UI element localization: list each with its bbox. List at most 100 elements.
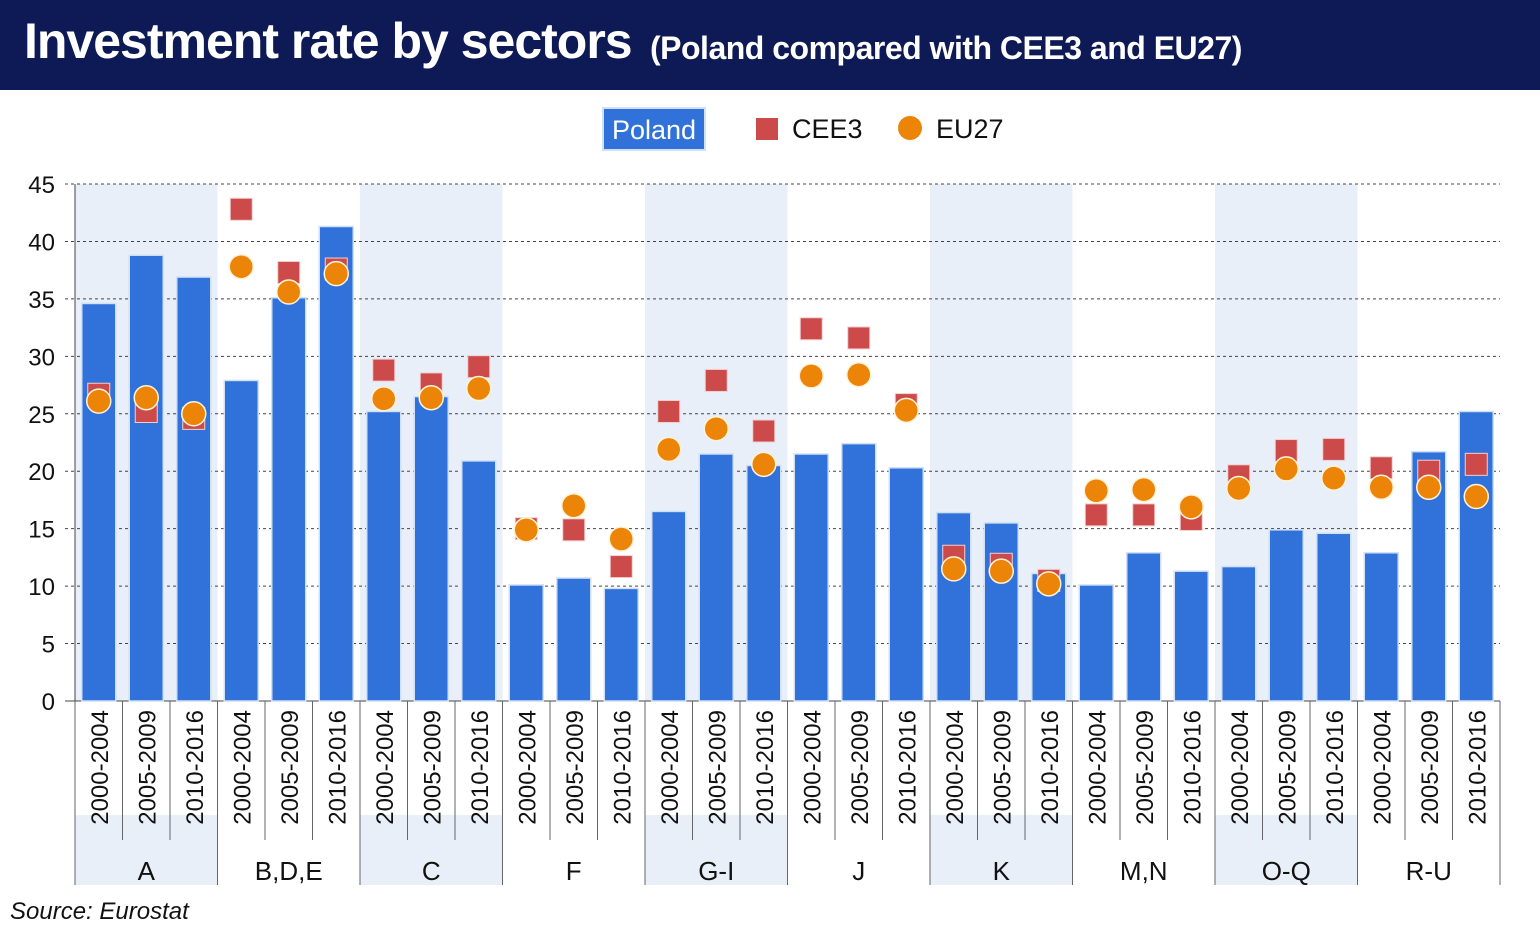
marker-cee3	[562, 518, 586, 542]
x-tick-label: 2000-2004	[372, 710, 399, 825]
bar-poland	[698, 453, 734, 702]
marker-eu27	[751, 451, 777, 478]
x-tick-label: 2000-2004	[1084, 710, 1111, 825]
marker-eu27	[466, 375, 492, 402]
marker-eu27	[513, 517, 539, 543]
x-tick-label: 2000-2004	[942, 710, 969, 825]
legend-poland-label: Poland	[612, 115, 696, 145]
bar-poland	[223, 379, 259, 702]
y-tick-label: 15	[28, 517, 55, 544]
x-tick-label: 2010-2016	[1037, 710, 1064, 825]
marker-cee3	[657, 399, 681, 423]
marker-eu27	[323, 260, 349, 287]
marker-eu27	[418, 384, 444, 411]
group-label-band	[645, 815, 788, 885]
group-label: J	[852, 856, 865, 886]
bar-poland	[746, 464, 782, 702]
bar-poland	[651, 510, 687, 702]
marker-eu27	[371, 386, 397, 412]
group-label-band	[930, 815, 1073, 885]
bar-poland	[81, 302, 117, 702]
group-label: F	[566, 856, 582, 886]
chart-title: Investment rate by sectors	[24, 13, 633, 69]
x-tick-label: 2010-2016	[182, 710, 209, 825]
x-tick-label: 2005-2009	[1417, 710, 1444, 825]
x-tick-label: 2010-2016	[752, 710, 779, 825]
marker-cee3	[1084, 503, 1108, 527]
group-label: K	[993, 856, 1011, 886]
marker-eu27	[86, 388, 112, 414]
bar-poland	[1268, 529, 1304, 702]
y-tick-label: 35	[28, 287, 55, 314]
x-tick-label: 2010-2016	[1464, 710, 1491, 825]
x-tick-label: 2005-2009	[419, 710, 446, 825]
x-tick-label: 2010-2016	[609, 710, 636, 825]
y-tick-label: 5	[42, 632, 55, 659]
x-tick-label: 2005-2009	[562, 710, 589, 825]
y-tick-label: 40	[28, 229, 55, 256]
marker-eu27	[893, 397, 919, 424]
group-label: C	[422, 856, 441, 886]
marker-eu27	[656, 436, 682, 463]
x-tick-label: 2000-2004	[514, 710, 541, 825]
bar-poland	[1221, 565, 1257, 702]
marker-eu27	[1416, 474, 1442, 501]
group-label: M,N	[1120, 856, 1168, 886]
marker-eu27	[1463, 483, 1489, 510]
x-tick-label: 2000-2004	[87, 710, 114, 825]
y-tick-label: 10	[28, 574, 55, 601]
x-tick-label: 2005-2009	[847, 710, 874, 825]
x-tick-label: 2005-2009	[277, 710, 304, 825]
marker-eu27	[846, 361, 872, 388]
bar-poland	[603, 587, 639, 702]
bar-poland	[983, 522, 1019, 702]
marker-eu27	[1083, 478, 1109, 504]
marker-cee3	[1132, 503, 1156, 527]
header-bar: Investment rate by sectors (Poland compa…	[0, 0, 1540, 90]
marker-cee3	[1322, 437, 1346, 461]
y-tick-label: 30	[28, 344, 55, 371]
bar-poland	[1126, 552, 1162, 702]
marker-eu27	[1368, 474, 1394, 501]
y-tick-label: 0	[42, 689, 55, 716]
legend-poland-swatch	[602, 107, 706, 151]
group-label: R-U	[1406, 856, 1452, 886]
marker-eu27	[1131, 476, 1157, 503]
x-tick-label: 2005-2009	[1274, 710, 1301, 825]
bar-poland	[508, 584, 544, 702]
x-tick-label: 2000-2004	[229, 710, 256, 825]
marker-cee3	[752, 419, 776, 443]
marker-eu27	[133, 384, 159, 411]
x-tick-label: 2005-2009	[704, 710, 731, 825]
legend-eu27-marker	[898, 116, 922, 140]
source-note: Source: Eurostat	[10, 898, 189, 925]
marker-eu27	[1178, 494, 1204, 520]
bar-poland	[556, 577, 592, 702]
x-tick-label: 2000-2004	[1369, 710, 1396, 825]
marker-cee3	[1464, 452, 1488, 476]
bar-poland	[1173, 570, 1209, 702]
bar-poland	[888, 467, 924, 702]
y-tick-label: 45	[28, 172, 55, 199]
group-label: O-Q	[1262, 856, 1311, 886]
bar-poland	[128, 254, 164, 702]
bar-poland	[841, 442, 877, 702]
group-label: B,D,E	[255, 856, 323, 886]
marker-eu27	[941, 556, 967, 582]
bar-poland	[936, 511, 972, 702]
x-tick-label: 2010-2016	[1322, 710, 1349, 825]
group-label: G-I	[698, 856, 734, 886]
legend-cee3-label: CEE3	[792, 114, 863, 144]
x-tick-label: 2010-2016	[1179, 710, 1206, 825]
bar-poland	[461, 460, 497, 702]
legend-eu27-label: EU27	[936, 114, 1004, 144]
bar-poland	[1316, 532, 1352, 702]
marker-eu27	[1273, 456, 1299, 482]
x-tick-label: 2005-2009	[1132, 710, 1159, 825]
group-label-band	[1215, 815, 1358, 885]
bar-poland	[366, 410, 402, 702]
x-tick-label: 2000-2004	[657, 710, 684, 825]
x-tick-label: 2010-2016	[467, 710, 494, 825]
x-tick-label: 2005-2009	[134, 710, 161, 825]
